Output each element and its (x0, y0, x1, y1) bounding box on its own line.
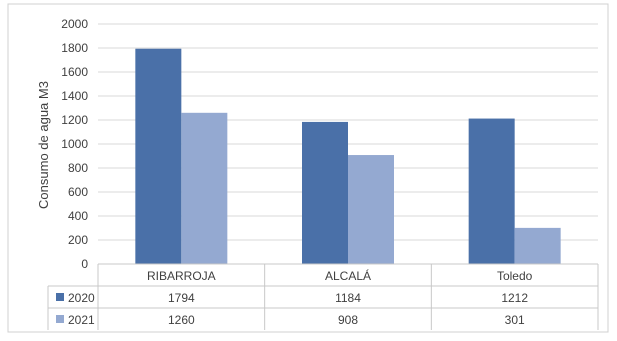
y-tick-label: 1600 (61, 65, 88, 79)
bars (135, 48, 561, 264)
x-category-label: ALCALÁ (325, 268, 371, 283)
legend-label: 2021 (68, 313, 95, 327)
y-tick-label: 1800 (61, 41, 88, 55)
y-tick-label: 1000 (61, 137, 88, 151)
bar-2020-1 (302, 121, 348, 264)
table-value: 1184 (335, 291, 361, 305)
y-tick-label: 2000 (61, 17, 88, 31)
x-category-label: Toledo (497, 269, 533, 283)
y-tick-label: 400 (68, 209, 88, 223)
bar-2021-1 (348, 155, 394, 264)
y-axis-label: Consumo de agua M3 (36, 81, 51, 209)
y-tick-label: 0 (81, 257, 88, 271)
y-tick-label: 200 (68, 233, 88, 247)
y-tick-label: 1200 (61, 113, 88, 127)
y-axis-ticks: 0 200 400 600 800 1000 1200 1400 1600 1800 2000 (61, 17, 88, 271)
bar-2020-0 (135, 48, 182, 264)
table-value: 1212 (501, 291, 528, 305)
table-value: 1794 (168, 291, 195, 305)
table-value: 908 (338, 313, 358, 327)
bar-2021-2 (514, 227, 561, 264)
legend-swatch-2020 (56, 293, 64, 301)
y-tick-label: 600 (68, 185, 88, 199)
bar-2020-2 (468, 118, 515, 264)
x-category-label: RIBARROJA (147, 269, 216, 283)
table-value: 301 (505, 313, 525, 327)
bar-2021-0 (181, 112, 228, 264)
legend-label: 2020 (68, 291, 95, 305)
y-tick-label: 800 (68, 161, 88, 175)
table-value: 1260 (168, 313, 195, 327)
legend-swatch-2021 (56, 315, 64, 323)
y-tick-label: 1400 (61, 89, 88, 103)
data-table: RIBARROJA ALCALÁ Toledo 2020 1794 1184 1212 202… (47, 263, 599, 330)
